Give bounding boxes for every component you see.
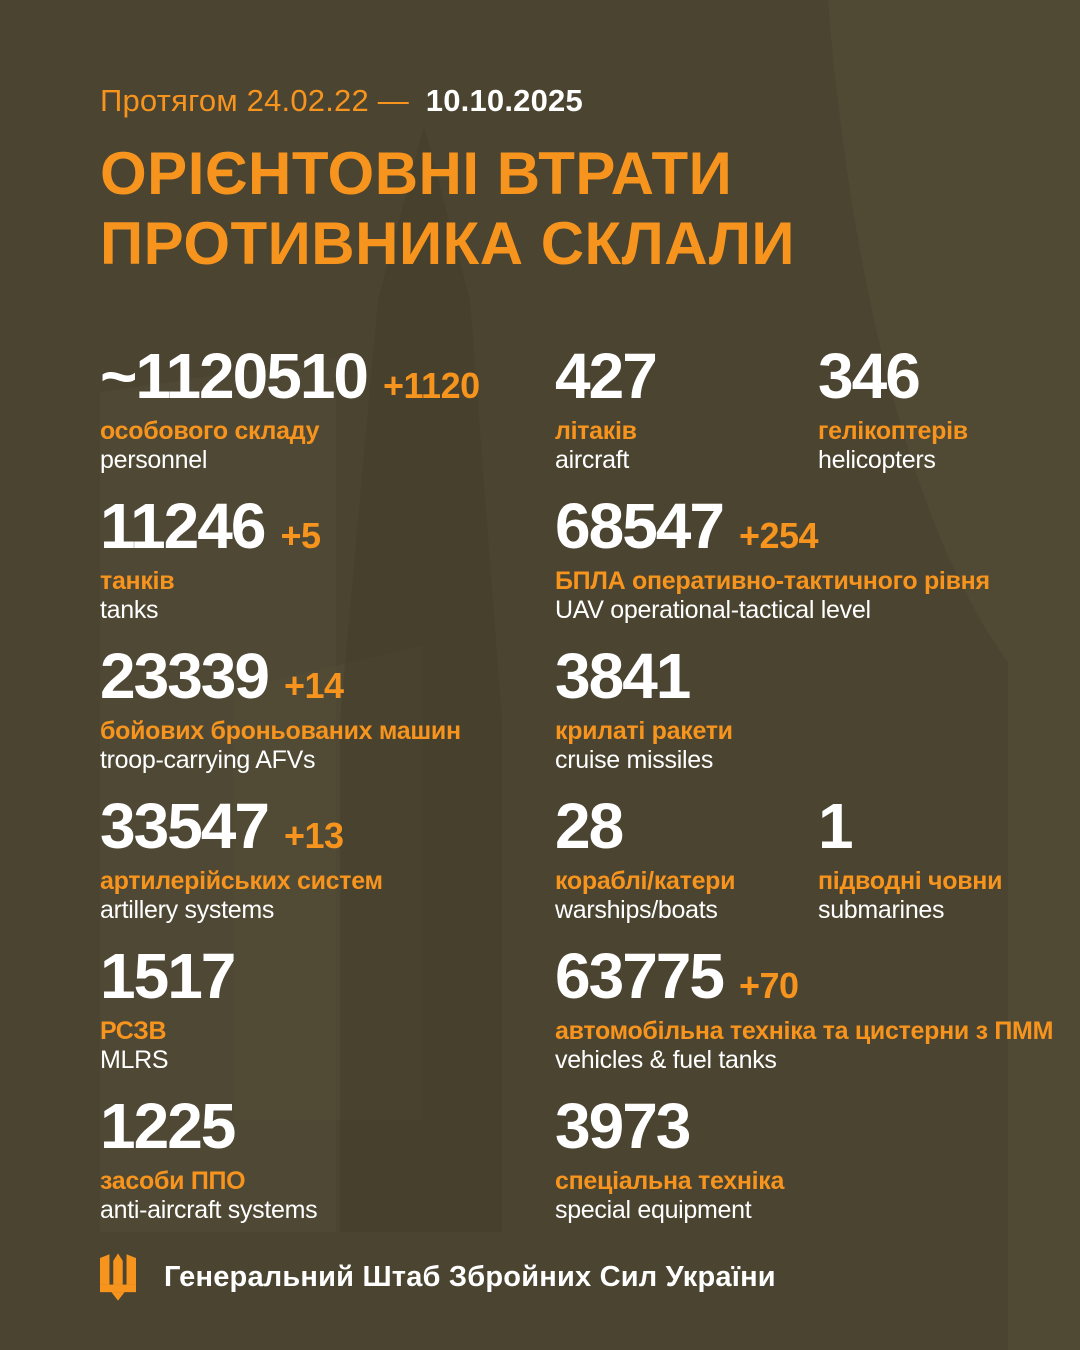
stat-value: 68547 [555,490,725,562]
header: Протягом 24.02.22 — 10.10.2025 ОРІЄНТОВН… [100,83,795,279]
tryzub-trident-icon [100,1253,136,1301]
stat-artillery: 33547 +13 артилерійських систем artiller… [100,790,555,945]
stat-label-en: troop-carrying AFVs [100,745,316,774]
stat-value-row: 68547 +254 [555,490,1080,562]
stat-label-en: UAV operational-tactical level [555,595,871,624]
stat-label-ua: артилерійських систем [100,866,383,895]
stat-helicopters: 346 гелікоптерів helicopters [818,340,1080,495]
stat-value-row: 427 [555,340,818,412]
stat-cruise-missiles: 3841 крилаті ракети cruise missiles [555,640,1080,795]
stat-label-en: special equipment [555,1195,752,1224]
report-date: 10.10.2025 [425,83,583,118]
stat-value-row: 33547 +13 [100,790,555,862]
stat-mlrs: 1517 РСЗВ MLRS [100,940,555,1095]
stat-value-row: 1225 [100,1090,555,1162]
stat-value: ~1120510 [100,340,369,412]
stat-vehicles: 63775 +70 автомобільна техніка та цистер… [555,940,1080,1095]
stat-value-row: 1 [818,790,1080,862]
stat-label-ua: підводні човни [818,866,1003,895]
stats-column-right: 427 літаків aircraft 346 гелікоптерів he… [555,340,1080,1245]
stat-label-ua: крилаті ракети [555,716,733,745]
stat-personnel: ~1120510 +1120 особового складу personne… [100,340,555,495]
stat-value: 3841 [555,640,691,712]
stat-label-en: warships/boats [555,895,718,924]
date-range: Протягом 24.02.22 — 10.10.2025 [100,83,795,119]
stat-label-en: anti-aircraft systems [100,1195,318,1224]
stat-label-en: aircraft [555,445,630,474]
stat-warships: 28 кораблі/катери warships/boats [555,790,818,945]
stat-label-en: submarines [818,895,945,924]
stat-value: 1225 [100,1090,236,1162]
page-title-line1: ОРІЄНТОВНІ ВТРАТИ [100,140,733,207]
stat-aircraft: 427 літаків aircraft [555,340,818,495]
stat-label-ua: літаків [555,416,637,445]
stat-label-en: artillery systems [100,895,275,924]
stat-label-ua: автомобільна техніка та цистерни з ПММ [555,1016,1054,1045]
source-org: Генеральний Штаб Збройних Сил України [164,1260,776,1293]
stat-value-row: 28 [555,790,818,862]
stat-afvs: 23339 +14 бойових броньованих машин troo… [100,640,555,795]
stat-value-row: 3973 [555,1090,1080,1162]
stat-uav: 68547 +254 БПЛА оперативно-тактичного рі… [555,490,1080,645]
stat-label-en: tanks [100,595,159,624]
stat-value-row: 63775 +70 [555,940,1080,1012]
stat-value-row: 1517 [100,940,555,1012]
stat-value: 63775 [555,940,725,1012]
stat-value: 23339 [100,640,270,712]
stat-label-ua: особового складу [100,416,320,445]
stat-value-row: 11246 +5 [100,490,555,562]
stat-delta: +1120 [383,365,480,406]
stat-tanks: 11246 +5 танків tanks [100,490,555,645]
stat-label-en: helicopters [818,445,936,474]
stat-value: 3973 [555,1090,691,1162]
page-title-line2: ПРОТИВНИКА СКЛАЛИ [100,210,796,278]
period-prefix: Протягом 24.02.22 — [100,83,409,118]
stat-delta: +14 [283,665,344,706]
stat-value: 1 [818,790,854,862]
stat-label-en: MLRS [100,1045,169,1074]
footer: Генеральний Штаб Збройних Сил України [100,1252,776,1302]
stat-special-equipment: 3973 спеціальна техніка special equipmen… [555,1090,1080,1245]
stat-value-row: 346 [818,340,1080,412]
stats-row-air: 427 літаків aircraft 346 гелікоптерів he… [555,340,1080,495]
stat-label-ua: засоби ППО [100,1166,246,1195]
stat-label-ua: гелікоптерів [818,416,968,445]
stat-value: 33547 [100,790,270,862]
stat-label-ua: спеціальна техніка [555,1166,785,1195]
stats-row-navy: 28 кораблі/катери warships/boats 1 підво… [555,790,1080,945]
stat-delta: +13 [283,815,344,856]
stat-anti-aircraft: 1225 засоби ППО anti-aircraft systems [100,1090,555,1245]
stat-label-ua: БПЛА оперативно-тактичного рівня [555,566,990,595]
stat-submarines: 1 підводні човни submarines [818,790,1080,945]
stat-value: 11246 [100,490,266,562]
stat-label-ua: бойових броньованих машин [100,716,461,745]
stat-delta: +5 [280,515,321,556]
stat-label-en: vehicles & fuel tanks [555,1045,777,1074]
stat-value-row: 3841 [555,640,1080,712]
stats-column-left: ~1120510 +1120 особового складу personne… [100,340,555,1245]
stat-label-ua: кораблі/катери [555,866,736,895]
stat-value-row: 23339 +14 [100,640,555,712]
stat-label-ua: РСЗВ [100,1016,167,1045]
page-title: ОРІЄНТОВНІ ВТРАТИ ПРОТИВНИКА СКЛАЛИ [100,139,795,279]
stat-delta: +254 [738,515,819,556]
stat-value: 1517 [100,940,236,1012]
stats-grid: ~1120510 +1120 особового складу personne… [100,340,1080,1245]
stat-value: 28 [555,790,624,862]
stat-label-ua: танків [100,566,175,595]
stat-label-en: cruise missiles [555,745,714,774]
stat-value: 346 [818,340,921,412]
stat-value: 427 [555,340,658,412]
stat-delta: +70 [738,965,799,1006]
stat-label-en: personnel [100,445,208,474]
stat-value-row: ~1120510 +1120 [100,340,555,412]
